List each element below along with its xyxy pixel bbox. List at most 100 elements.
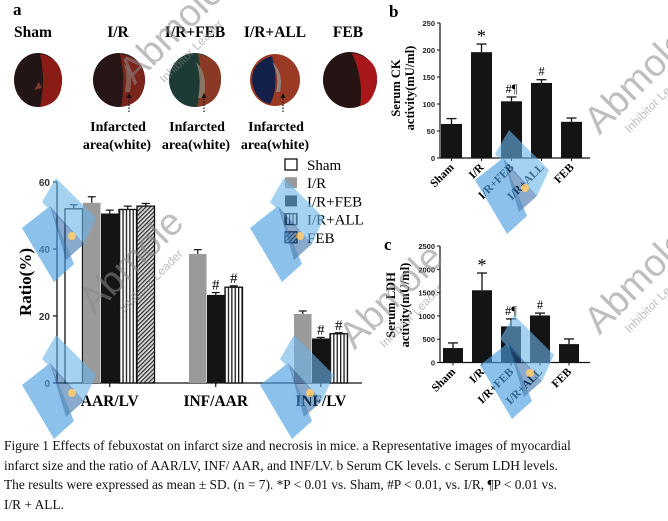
heart-image-ir (93, 53, 145, 107)
heart-title-i-r-feb: I/R+FEB (165, 24, 226, 41)
watermark-logo (260, 335, 334, 439)
watermark-shape (50, 206, 84, 260)
bar-i-r (472, 290, 492, 363)
watermark-logo (475, 130, 549, 234)
y-tick-label: 0 (431, 359, 435, 368)
heart-image-feb (323, 52, 378, 108)
significance-mark: * (477, 26, 486, 46)
caption-line-3: The results were expressed as mean ± SD.… (4, 477, 557, 492)
infarct-label-i-r-all: Infarcted (248, 120, 304, 135)
y-tick-label: 100 (422, 100, 435, 109)
y-axis-label-line-1: Serum CK (389, 59, 403, 117)
watermark-dot (521, 184, 529, 192)
y-axis-label-line-2: activity(mU/ml) (403, 46, 417, 131)
watermark-dot (68, 232, 76, 240)
infarct-sublabel-i-r-all: area(white) (241, 138, 309, 153)
watermark-shape (475, 158, 527, 234)
y-tick-label: 1500 (418, 289, 435, 298)
bar-inf-lv-i-r-all (329, 333, 349, 384)
x-tick-label-inf-aar: INF/AAR (183, 393, 248, 410)
watermark-shape (42, 178, 96, 244)
watermark-shape (250, 206, 302, 282)
heart-title-sham: Sham (14, 24, 52, 41)
watermark-shape (500, 315, 554, 381)
x-tick-label-feb: FEB (550, 366, 575, 391)
arrow-head-icon (201, 93, 207, 98)
significance-mark: # (230, 271, 238, 287)
infarct-label-i-r-feb: Infarcted (169, 120, 225, 135)
bar-feb (561, 121, 582, 158)
infarct-sublabel-i-r-feb: area(white) (162, 138, 230, 153)
heart-title-i-r: I/R (107, 24, 129, 41)
legend-swatch-sham (284, 158, 298, 171)
watermark-shape (278, 206, 312, 260)
caption-line-2: infarct size and the ratio of AAR/LV, IN… (4, 457, 558, 473)
legend-swatch-i-r (285, 177, 297, 189)
watermark-shape (480, 343, 532, 419)
figure-caption: Figure 1 Effects of febuxostat on infarc… (4, 436, 664, 514)
y-tick-label: 150 (422, 73, 435, 82)
watermark-shape (22, 206, 74, 282)
arrow-head-icon (280, 93, 286, 98)
y-tick-label: 500 (422, 335, 435, 344)
watermark-shape (50, 363, 84, 417)
y-tick-label: 60 (39, 178, 51, 189)
watermark-brand: Abmole (576, 221, 668, 342)
heart-title-feb: FEB (333, 24, 363, 41)
significance-mark: #¶ (505, 304, 517, 318)
legend-label-sham: Sham (307, 158, 342, 174)
bar-aar-lv-feb (136, 205, 156, 384)
watermark-shape (503, 158, 537, 212)
watermark-dot (296, 232, 304, 240)
watermark-dot (68, 389, 76, 397)
watermark-logo (22, 178, 96, 282)
significance-mark: #¶ (506, 82, 518, 96)
watermark-shape (22, 363, 74, 439)
watermark-shape (260, 363, 312, 439)
y-tick-label: 2500 (418, 242, 435, 251)
significance-mark: * (478, 255, 487, 275)
watermark-logo (480, 315, 554, 419)
watermark-shape (288, 363, 322, 417)
y-tick-label: 20 (39, 312, 51, 323)
watermark-brand: Abmole (576, 21, 668, 142)
x-tick-label-sham: Sham (430, 366, 459, 395)
significance-mark: # (212, 278, 220, 294)
bar-inf-aar-i-r-feb (207, 294, 225, 383)
significance-mark: # (537, 298, 544, 312)
infarct-sublabel-i-r: area(white) (83, 138, 151, 153)
x-tick-label-sham: Sham (428, 161, 457, 190)
y-tick-label: 0 (431, 154, 435, 163)
x-tick-label-aar-lv: AAR/LV (81, 393, 140, 410)
bar-sham (441, 123, 462, 158)
heart-image-ir-all (250, 54, 300, 106)
y-tick-label: 200 (422, 46, 435, 55)
panel-label-a: a (13, 0, 22, 19)
heart-image-ir-feb (169, 53, 222, 107)
bar-aar-lv-i-r-feb (101, 213, 119, 383)
bar-i-r-all (531, 82, 552, 158)
watermark-shape (270, 178, 324, 244)
arrow-head-icon (126, 93, 132, 98)
y-tick-label: 250 (422, 19, 435, 28)
watermark-shape (42, 335, 96, 401)
heart-title-i-r-all: I/R+ALL (244, 24, 306, 41)
significance-mark: # (317, 322, 325, 338)
caption-line-1: Figure 1 Effects of febuxostat on infarc… (4, 438, 571, 453)
watermark-shape (495, 130, 549, 196)
bar-sham (443, 348, 463, 363)
panel-label-c: c (384, 235, 392, 254)
y-axis-label-line-1: Serum LDH (384, 272, 398, 338)
panel-label-b: b (389, 2, 398, 21)
infarct-label-i-r: Infarcted (90, 120, 146, 135)
watermark-dot (306, 389, 314, 397)
bar-inf-aar-i-r (189, 254, 207, 383)
watermark-shape (280, 335, 334, 401)
x-tick-label-feb: FEB (552, 161, 577, 186)
y-tick-label: 50 (427, 127, 435, 136)
watermark-dot (526, 369, 534, 377)
bar-feb (559, 344, 579, 363)
y-tick-label: 1000 (418, 312, 435, 321)
watermark-logo (250, 178, 324, 282)
